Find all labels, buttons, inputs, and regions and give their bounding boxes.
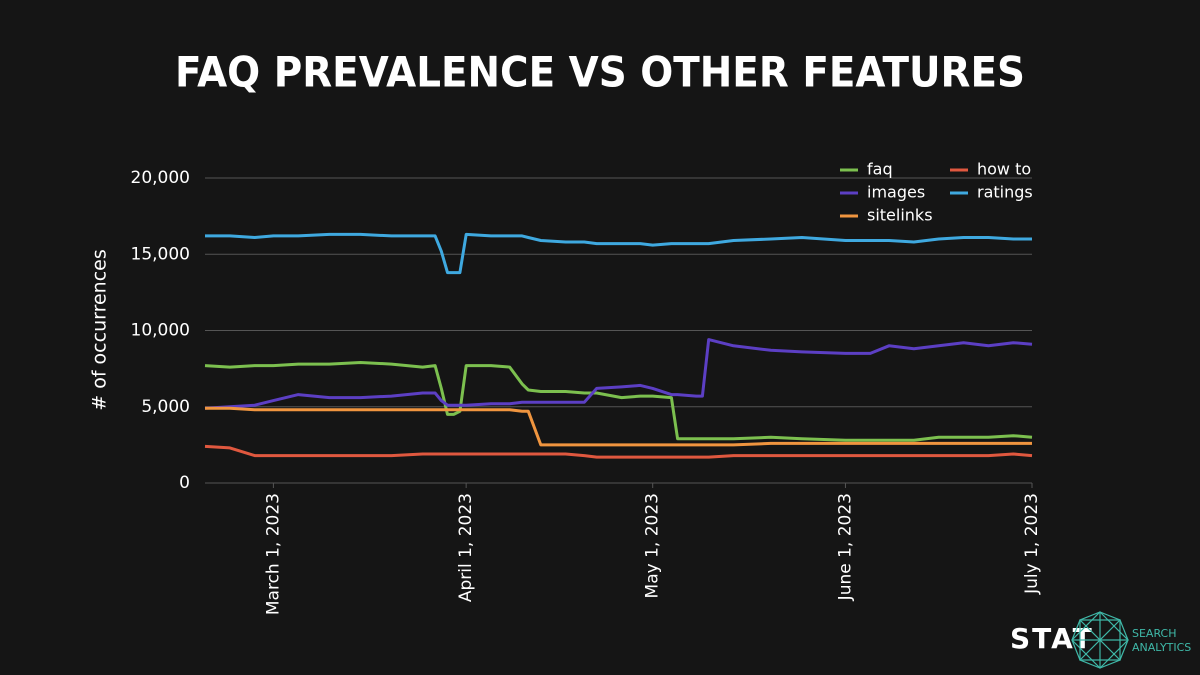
legend-label: faq xyxy=(867,160,893,179)
legend-label: ratings xyxy=(977,183,1033,202)
y-tick-label: 0 xyxy=(179,473,190,493)
x-tick-label: April 1, 2023 xyxy=(456,493,476,602)
x-tick-label: March 1, 2023 xyxy=(263,493,283,615)
legend-label: how to xyxy=(977,160,1031,179)
series-line xyxy=(205,406,1032,447)
y-tick-label: 10,000 xyxy=(131,321,190,341)
y-tick-label: 5,000 xyxy=(141,397,190,417)
series-line xyxy=(205,232,1032,275)
x-tick-label: May 1, 2023 xyxy=(643,493,663,598)
y-tick-label: 15,000 xyxy=(131,244,190,264)
chart-title: FAQ PREVALENCE VS OTHER FEATURES xyxy=(175,48,1025,97)
legend-label: sitelinks xyxy=(867,206,933,225)
logo-tagline: ANALYTICS xyxy=(1132,641,1191,654)
series-line xyxy=(204,361,1033,442)
logo-icon xyxy=(1071,611,1129,669)
x-tick-label: June 1, 2023 xyxy=(835,493,855,601)
logo-name: STAT xyxy=(1010,622,1094,655)
series-line xyxy=(204,444,1033,459)
x-tick-label: July 1, 2023 xyxy=(1022,493,1042,595)
logo-tagline: SEARCH xyxy=(1132,627,1177,640)
series-line xyxy=(204,338,1033,410)
legend-label: images xyxy=(867,183,925,202)
y-axis-label: # of occurrences xyxy=(89,249,111,411)
logo: STAT SEARCH ANALYTICS xyxy=(1010,611,1191,669)
y-tick-label: 20,000 xyxy=(131,168,190,188)
